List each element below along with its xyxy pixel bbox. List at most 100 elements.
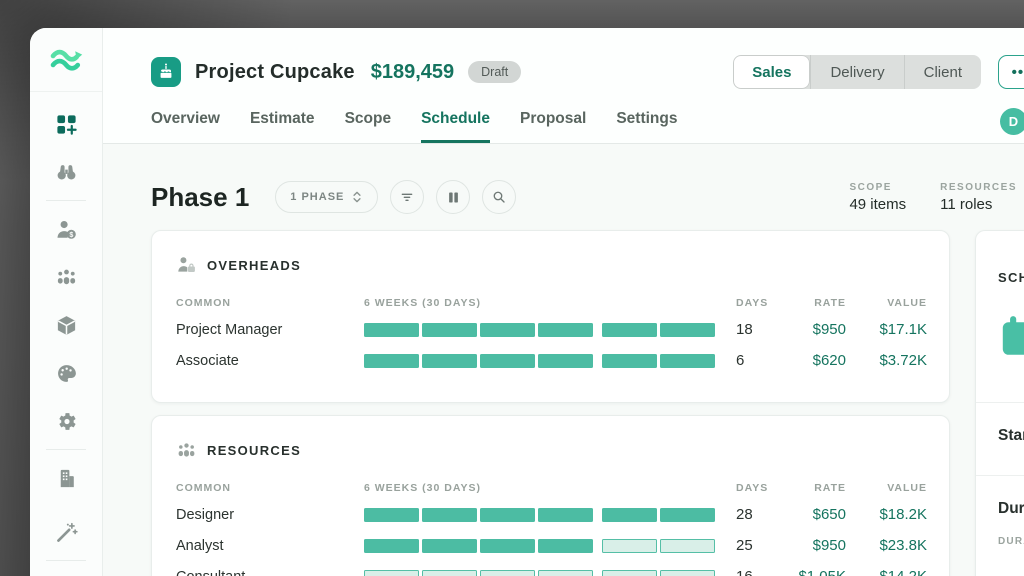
duration-label: Duration	[998, 500, 1024, 517]
bar-segment-filled[interactable]	[602, 507, 657, 522]
bar-segment-filled[interactable]	[538, 507, 593, 522]
view-delivery-button[interactable]: Delivery	[810, 55, 903, 89]
phase-selector[interactable]: 1 PHASE	[275, 181, 379, 213]
bar-segment-empty[interactable]	[538, 569, 593, 576]
timeline-bars	[364, 569, 715, 576]
bar-segment-filled[interactable]	[364, 507, 419, 522]
view-client-button[interactable]: Client	[903, 55, 981, 89]
user-avatar[interactable]: D	[1000, 108, 1024, 135]
palette-icon	[57, 364, 76, 382]
row-days: 16	[715, 568, 775, 576]
overheads-card: OVERHEADS COMMON 6 WEEKS (30 DAYS) DAYS …	[151, 230, 950, 403]
side-panel-title: SCHEDULE	[998, 270, 1024, 285]
row-rate: $950	[812, 537, 846, 554]
bar-segment-filled[interactable]	[422, 507, 477, 522]
bar-segment-empty[interactable]	[364, 569, 419, 576]
table-row[interactable]: Consultant 16 $1.05K $14.2K	[176, 561, 927, 576]
tab-estimate[interactable]: Estimate	[249, 110, 315, 127]
bar-segment-filled[interactable]	[538, 353, 593, 368]
bar-segment-filled[interactable]	[422, 538, 477, 553]
more-actions-button[interactable]: •••	[998, 55, 1024, 89]
bar-segment-filled[interactable]	[538, 538, 593, 553]
table-row[interactable]: Analyst 25 $950 $23.8K	[176, 530, 927, 561]
resources-table-header: COMMON 6 WEEKS (30 DAYS) DAYS RATE VALUE	[176, 477, 926, 499]
overheads-card-title: OVERHEADS	[207, 258, 302, 273]
bar-segment-empty[interactable]	[480, 569, 535, 576]
grid-plus-icon	[56, 114, 77, 135]
col-common: COMMON	[176, 297, 231, 309]
project-amount: $189,459	[370, 60, 455, 83]
bar-segment-filled[interactable]	[660, 353, 715, 368]
people-group-icon	[178, 443, 195, 457]
sidebar-item-settings[interactable]	[30, 397, 102, 445]
start-section[interactable]: Start	[976, 403, 1024, 475]
bar-segment-filled[interactable]	[660, 322, 715, 337]
bar-segment-filled[interactable]	[422, 322, 477, 337]
bar-segment-filled[interactable]	[480, 507, 535, 522]
bar-segment-filled[interactable]	[480, 353, 535, 368]
sidebar-divider	[46, 449, 86, 450]
bar-segment-filled[interactable]	[364, 353, 419, 368]
sidebar-item-projects[interactable]	[30, 100, 102, 148]
scope-stat-value: 49 items	[849, 195, 907, 213]
tab-schedule[interactable]: Schedule	[421, 110, 490, 143]
tab-overview[interactable]: Overview	[151, 110, 220, 127]
bar-segment-filled[interactable]	[602, 353, 657, 368]
timeline-bars	[364, 322, 715, 337]
tab-settings[interactable]: Settings	[616, 110, 678, 127]
table-row[interactable]: Associate 6 $620 $3.72K	[176, 345, 927, 376]
sidebar-item-team[interactable]	[30, 253, 102, 301]
duration-section[interactable]: Duration DURATION	[976, 476, 1024, 576]
bar-segment-filled[interactable]	[602, 322, 657, 337]
bar-segment-filled[interactable]	[480, 322, 535, 337]
people-group-icon	[57, 269, 75, 284]
timeline-bars	[364, 507, 715, 522]
table-row[interactable]: Designer 28 $650 $18.2K	[176, 499, 927, 530]
row-days: 6	[736, 352, 745, 369]
scope-stat-label: SCOPE	[849, 181, 892, 193]
panel-divider	[976, 475, 1024, 476]
col-days: DAYS	[736, 297, 769, 309]
row-value: $14.2K	[846, 568, 927, 576]
bar-segment-filled[interactable]	[364, 538, 419, 553]
bar-segment-empty[interactable]	[422, 569, 477, 576]
bar-segment-filled[interactable]	[422, 353, 477, 368]
person-dollar-icon: $	[56, 220, 76, 239]
tab-proposal[interactable]: Proposal	[520, 110, 587, 127]
project-tabs: Overview Estimate Scope Schedule Proposa…	[151, 110, 677, 143]
app-logo[interactable]	[30, 28, 102, 92]
project-title: Project Cupcake	[195, 60, 355, 83]
row-days: 25	[736, 537, 753, 554]
sidebar-divider	[46, 200, 86, 201]
row-days: 18	[736, 321, 753, 338]
person-briefcase-icon	[178, 257, 195, 272]
sidebar-item-packages[interactable]	[30, 301, 102, 349]
sidebar-item-branding[interactable]	[30, 349, 102, 397]
sidebar-item-automation[interactable]	[30, 508, 102, 556]
phase-stats: SCOPE 49 items RESOURCES 11 roles	[849, 182, 1017, 213]
sidebar-item-clients[interactable]: $	[30, 205, 102, 253]
sidebar-item-company[interactable]	[30, 454, 102, 502]
columns-button[interactable]	[436, 180, 471, 214]
gear-icon	[58, 412, 76, 430]
bar-segment-filled[interactable]	[480, 538, 535, 553]
table-row[interactable]: Project Manager 18 $950 $17.1K	[176, 314, 927, 345]
duration-sublabel: DURATION	[998, 536, 1024, 547]
filter-button[interactable]	[390, 180, 425, 214]
bar-segment-empty[interactable]	[660, 569, 715, 576]
view-sales-button[interactable]: Sales	[733, 55, 811, 89]
bar-segment-empty[interactable]	[660, 538, 715, 553]
row-value: $23.8K	[879, 537, 927, 554]
tab-scope[interactable]: Scope	[344, 110, 392, 127]
bar-segment-filled[interactable]	[364, 322, 419, 337]
bar-segment-filled[interactable]	[538, 322, 593, 337]
bar-segment-empty[interactable]	[602, 538, 657, 553]
row-name: Project Manager	[176, 321, 283, 338]
row-name: Associate	[176, 352, 239, 369]
bar-segment-empty[interactable]	[602, 569, 657, 576]
search-button[interactable]	[482, 180, 517, 214]
bar-segment-filled[interactable]	[660, 507, 715, 522]
app-window: $	[30, 28, 1024, 576]
sidebar-item-search[interactable]	[30, 148, 102, 196]
sidebar-divider	[46, 560, 86, 561]
